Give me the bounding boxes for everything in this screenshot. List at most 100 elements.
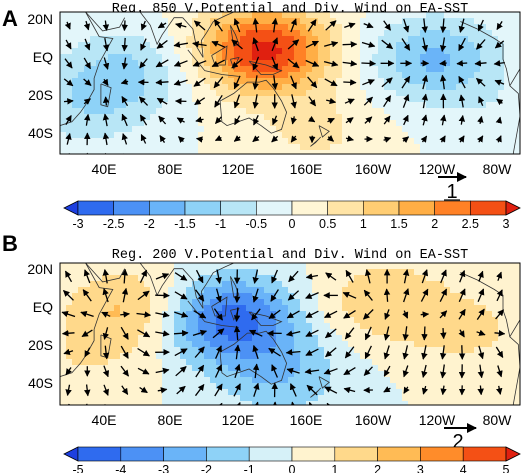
field-cell — [126, 383, 133, 390]
field-cell — [276, 299, 283, 306]
field-cell — [312, 120, 319, 127]
field-cell — [114, 371, 121, 378]
wind-vector — [233, 325, 241, 341]
wind-vector — [458, 94, 466, 108]
field-cell — [318, 150, 325, 154]
field-cell — [210, 323, 217, 330]
panel-title: Reg. 200 V.Potential and Div. Wind on EA… — [112, 248, 468, 263]
field-cell — [492, 126, 499, 133]
field-cell — [198, 36, 205, 43]
field-cell — [498, 341, 505, 348]
field-cell — [510, 389, 517, 396]
field-cell — [390, 341, 397, 348]
coastline — [310, 387, 321, 398]
field-cell — [450, 90, 457, 97]
field-cell — [60, 54, 67, 61]
field-cell — [90, 138, 97, 145]
field-cell — [216, 66, 223, 73]
colorbar-tick-label: -0.5 — [246, 217, 268, 231]
wind-vector — [252, 94, 259, 109]
field-cell — [450, 359, 457, 366]
field-cell — [222, 353, 229, 360]
wind-vector — [421, 269, 429, 284]
field-cell — [120, 329, 127, 336]
wind-vector — [421, 18, 428, 34]
field-cell — [246, 60, 253, 67]
field-cell — [342, 299, 349, 306]
field-cell — [372, 78, 379, 85]
field-cell — [108, 120, 115, 127]
field-cell — [444, 377, 451, 384]
field-cell — [312, 144, 319, 151]
field-cell — [90, 305, 97, 312]
field-cell — [300, 18, 307, 25]
field-cell — [72, 60, 79, 67]
field-cell — [138, 377, 145, 384]
field-cell — [240, 365, 247, 372]
field-cell — [162, 371, 169, 378]
field-cell — [222, 317, 229, 324]
field-cell — [354, 60, 361, 67]
field-cell — [60, 347, 67, 354]
field-cell — [318, 144, 325, 151]
field-cell — [468, 108, 475, 115]
field-cell — [168, 114, 175, 121]
field-cell — [312, 281, 319, 288]
field-cell — [156, 84, 163, 91]
field-cell — [78, 389, 85, 396]
lat-label-20s: 20S — [28, 337, 53, 353]
field-cell — [198, 287, 205, 294]
field-cell — [312, 293, 319, 300]
field-cell — [228, 305, 235, 312]
wind-vector — [271, 269, 278, 284]
field-cell — [174, 150, 181, 154]
field-cell — [348, 30, 355, 37]
field-cell — [306, 18, 313, 25]
field-cell — [126, 317, 133, 324]
field-cell — [210, 150, 217, 154]
field-cell — [396, 24, 403, 31]
field-cell — [390, 323, 397, 330]
field-cell — [270, 102, 277, 109]
field-cell — [60, 12, 67, 19]
field-cell — [174, 311, 181, 318]
field-cell — [432, 281, 439, 288]
field-cell — [180, 353, 187, 360]
field-cell — [480, 90, 487, 97]
wind-vector — [121, 287, 129, 303]
field-cell — [204, 84, 211, 91]
field-cell — [120, 90, 127, 97]
field-cell — [408, 401, 415, 405]
field-cell — [228, 389, 235, 396]
field-cell — [456, 12, 463, 19]
field-cell — [306, 263, 313, 270]
field-cell — [210, 54, 217, 61]
field-cell — [288, 54, 295, 61]
field-cell — [492, 311, 499, 318]
field-cell — [198, 48, 205, 55]
field-cell — [138, 54, 145, 61]
field-cell — [450, 84, 457, 91]
field-cell — [462, 132, 469, 139]
field-cell — [132, 12, 139, 19]
field-cell — [426, 78, 433, 85]
field-cell — [210, 12, 217, 19]
field-cell — [138, 84, 145, 91]
wind-vector — [156, 97, 168, 105]
field-cell — [336, 120, 343, 127]
field-cell — [492, 371, 499, 378]
field-cell — [60, 138, 67, 145]
field-cell — [246, 72, 253, 79]
field-cell — [330, 108, 337, 115]
field-cell — [444, 126, 451, 133]
field-cell — [372, 395, 379, 402]
field-cell — [450, 108, 457, 115]
wind-vector — [402, 404, 410, 405]
wind-vector — [120, 345, 129, 359]
field-cell — [474, 383, 481, 390]
wind-vector — [348, 153, 349, 154]
field-cell — [204, 311, 211, 318]
field-cell — [228, 293, 235, 300]
field-cell — [438, 126, 445, 133]
field-cell — [516, 84, 520, 91]
